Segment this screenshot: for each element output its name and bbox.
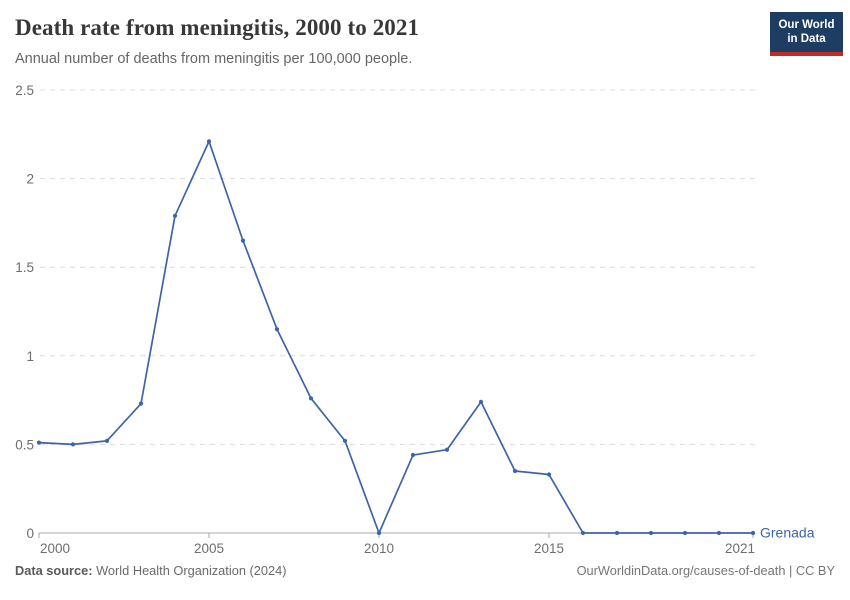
x-tick-label: 2015 — [534, 541, 564, 554]
grenada-line — [38, 140, 754, 534]
data-point — [512, 468, 518, 474]
data-source-label: Data source: — [15, 563, 93, 578]
y-tick-label: 1 — [26, 349, 34, 364]
data-point — [104, 438, 110, 443]
y-axis-labels: 0 0.5 1 1.5 2 2.5 — [15, 83, 34, 541]
owid-logo-red-strip — [770, 51, 843, 56]
chart-subtitle: Annual number of deaths from meningitis … — [15, 50, 413, 67]
y-tick-label: 2.5 — [15, 84, 34, 98]
owid-logo-line2: in Data — [787, 33, 826, 46]
data-point — [240, 238, 246, 243]
y-tick-label: 0 — [26, 526, 34, 541]
data-source-note: Data source: World Health Organization (… — [15, 563, 286, 578]
y-tick-label: 1.5 — [15, 260, 34, 275]
series-grenada: Grenada — [36, 139, 815, 541]
data-point — [70, 442, 76, 447]
data-point — [716, 530, 722, 536]
data-point — [410, 452, 416, 458]
data-point — [444, 447, 450, 452]
y-tick-label: 2 — [26, 172, 34, 187]
page-title: Death rate from meningitis, 2000 to 2021 — [15, 15, 420, 40]
header: Death rate from meningitis, 2000 to 2021… — [15, 14, 755, 68]
data-point — [546, 472, 552, 477]
line-chart: 0 0.5 1 1.5 2 2.5 2000 2005 2010 2015 2021 Grenad… — [15, 83, 815, 556]
data-point — [36, 440, 42, 445]
data-point — [206, 139, 212, 144]
data-point — [342, 438, 348, 443]
y-tick-label: 0.5 — [15, 437, 34, 452]
x-axis: 2000 2005 2010 2015 2021 — [38, 532, 755, 556]
data-point — [376, 530, 382, 536]
owid-logo-text: Our World in Data — [770, 12, 843, 52]
data-source-text: World Health Organization (2024) — [92, 563, 287, 578]
data-point — [274, 327, 280, 332]
data-point — [648, 530, 654, 536]
data-point — [172, 213, 178, 218]
footer: Data source: World Health Organization (… — [15, 563, 835, 578]
data-point — [580, 530, 586, 536]
series-label-grenada[interactable]: Grenada — [760, 525, 815, 541]
x-tick-label: 2010 — [364, 541, 394, 554]
data-point — [308, 396, 314, 401]
data-point — [682, 530, 688, 536]
data-point — [138, 401, 144, 406]
gridlines — [40, 89, 755, 445]
chart-area: 0 0.5 1 1.5 2 2.5 2000 2005 2010 2015 2021 Grenad… — [0, 83, 850, 556]
owid-logo-line1: Our World — [778, 19, 835, 31]
x-tick-label: 2021 — [725, 541, 755, 554]
credit-link[interactable]: OurWorldinData.org/causes-of-death | CC … — [576, 563, 835, 578]
owid-logo[interactable]: Our World in Data — [770, 12, 843, 56]
data-point — [614, 530, 620, 536]
data-point — [750, 530, 756, 536]
data-point — [478, 399, 484, 404]
x-tick-label: 2000 — [40, 541, 70, 554]
x-tick-label: 2005 — [194, 541, 224, 554]
